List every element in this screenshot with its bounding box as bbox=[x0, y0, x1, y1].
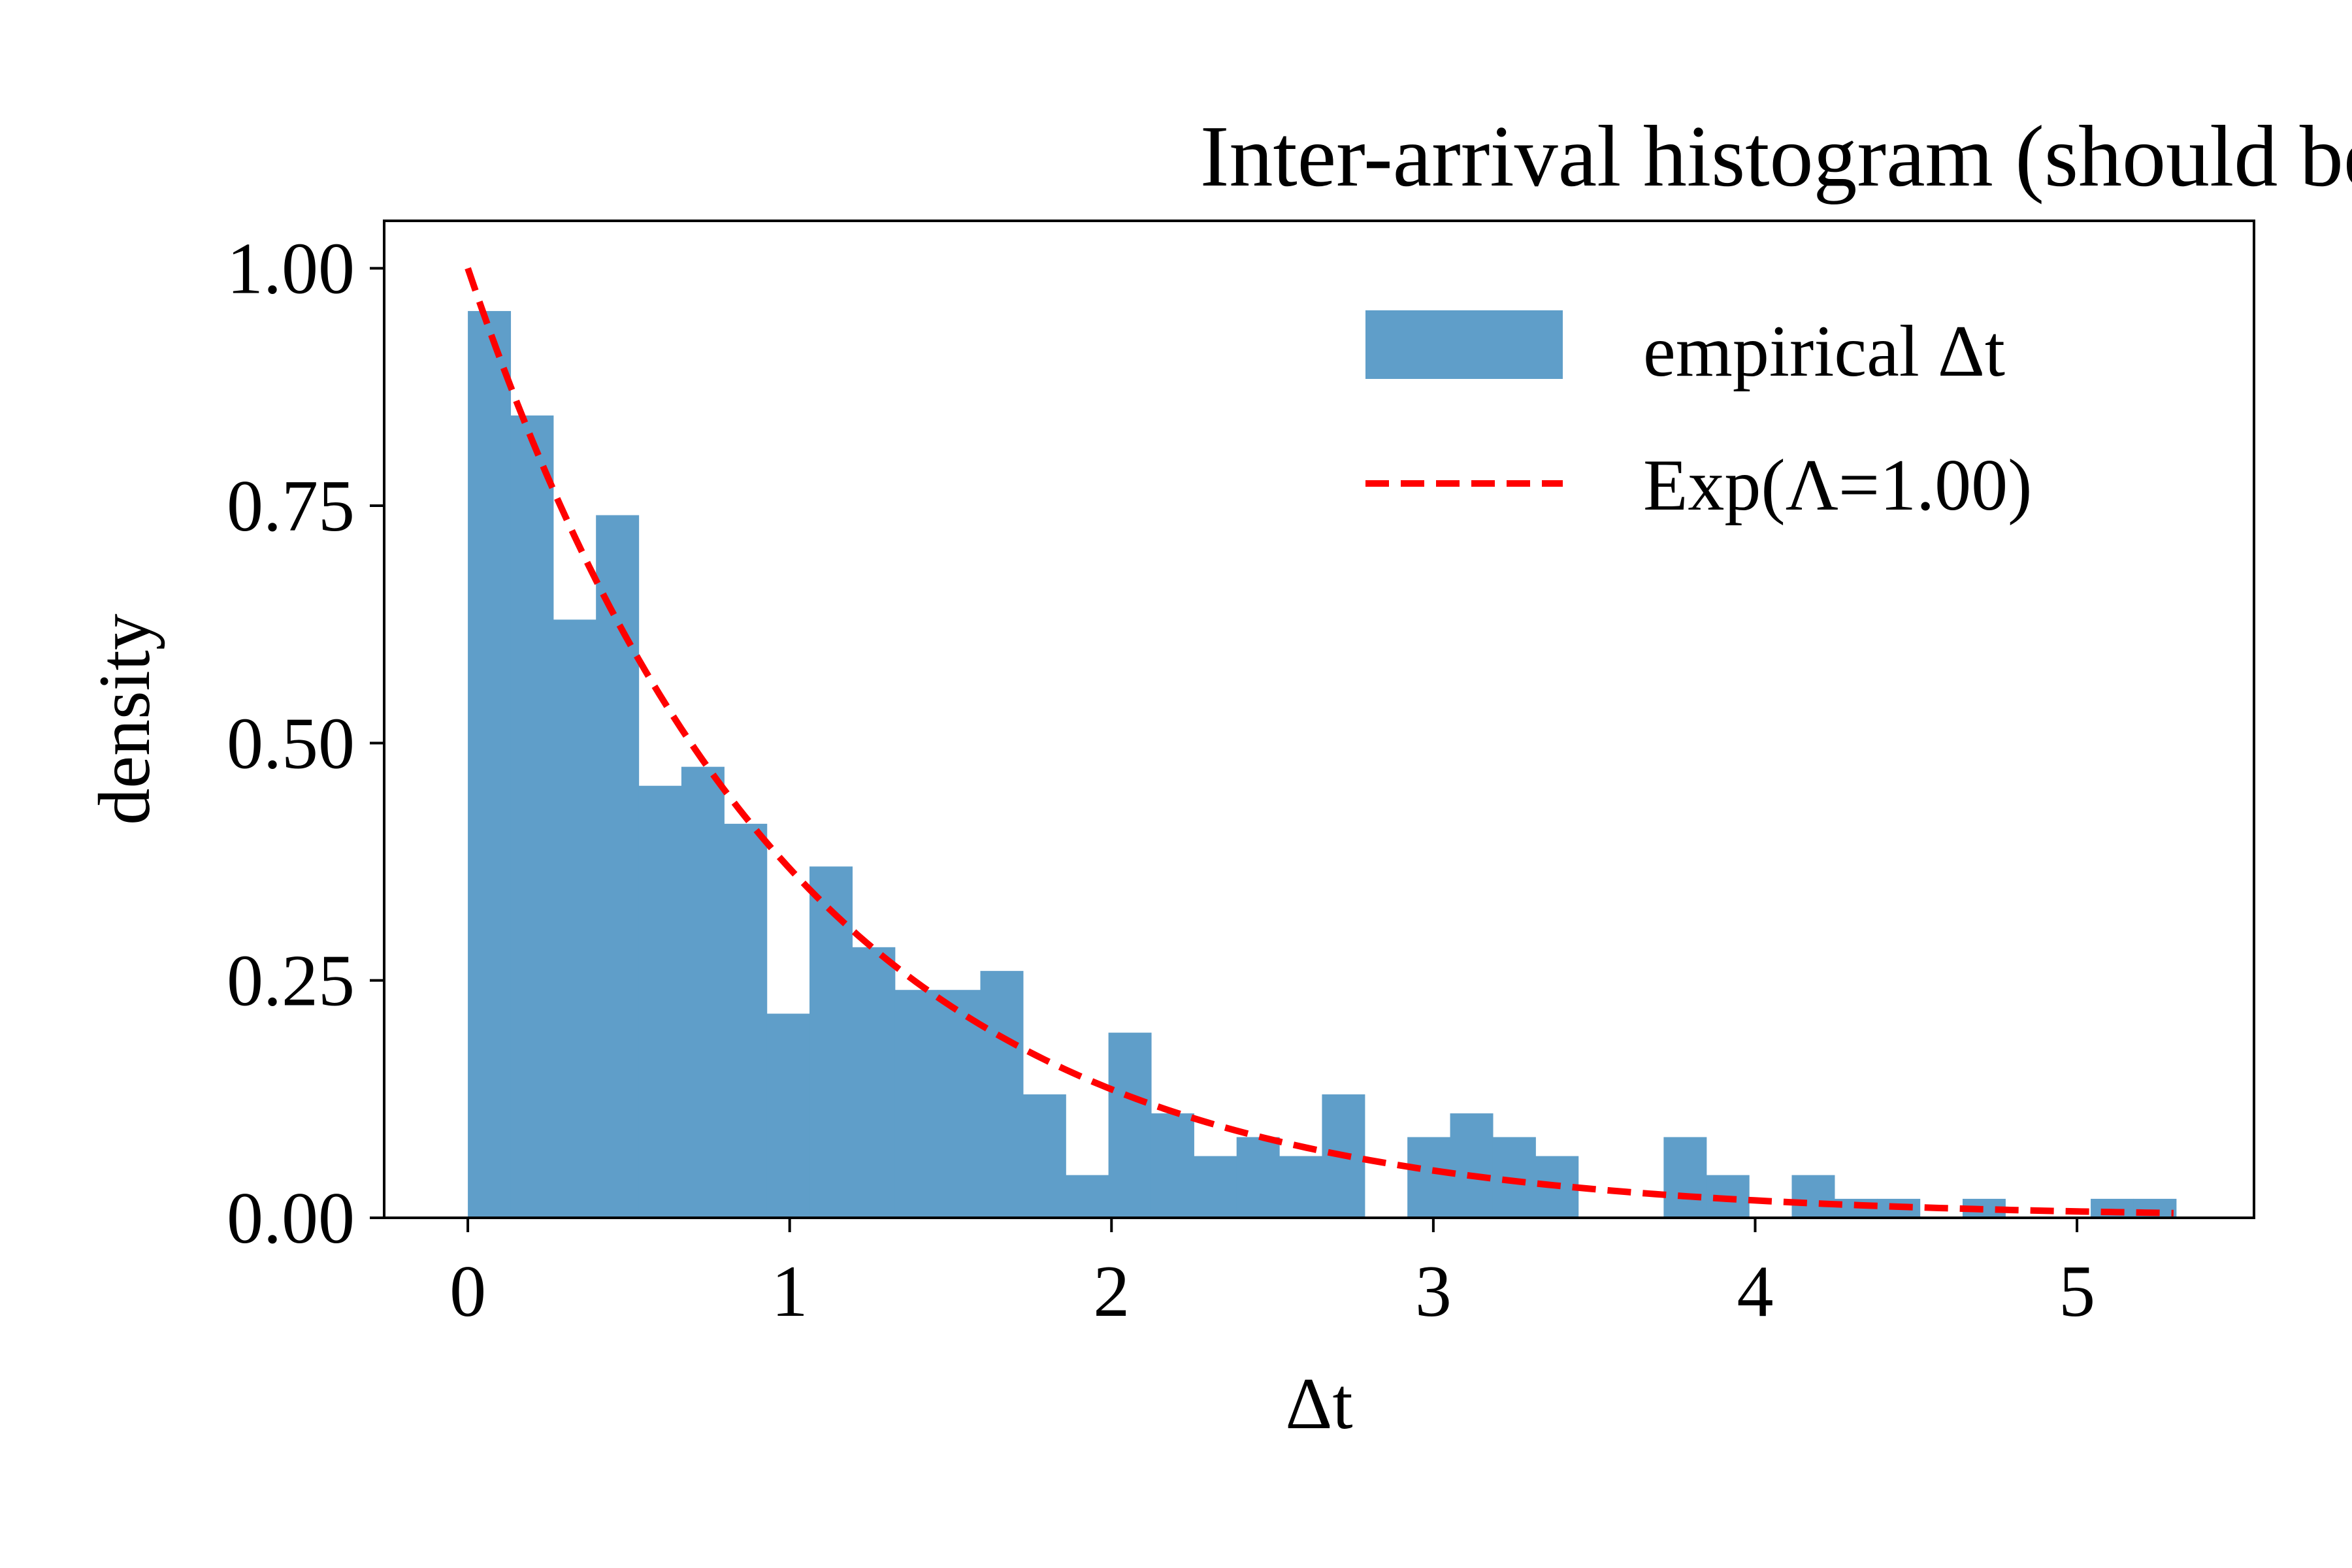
histogram-bar bbox=[1450, 1113, 1494, 1218]
y-axis: 0.00 0.25 0.50 0.75 1.00 bbox=[227, 229, 384, 1259]
plot-frame bbox=[383, 220, 2255, 1219]
histogram-bar bbox=[1066, 1175, 1109, 1218]
histogram-bar bbox=[468, 311, 512, 1218]
x-tick-label: 3 bbox=[1415, 1251, 1452, 1332]
x-tick-label: 0 bbox=[449, 1251, 486, 1332]
histogram-bar bbox=[809, 866, 853, 1218]
y-tick-label: 0.25 bbox=[227, 941, 355, 1022]
histogram-bar bbox=[596, 515, 640, 1218]
y-tick-label: 1.00 bbox=[227, 229, 355, 310]
histogram-bar bbox=[681, 766, 725, 1218]
histogram-bar bbox=[766, 1013, 810, 1218]
histogram-bar bbox=[852, 947, 896, 1218]
histogram-bar bbox=[1108, 1032, 1152, 1218]
legend: empirical Δt Exp(Λ=1.00) bbox=[1365, 310, 2032, 526]
x-tick-label: 4 bbox=[1737, 1251, 1773, 1332]
histogram-bars bbox=[468, 311, 2177, 1218]
x-tick-label: 5 bbox=[2059, 1251, 2095, 1332]
histogram-bar bbox=[1663, 1137, 1707, 1218]
y-axis-label: density bbox=[84, 613, 165, 825]
histogram-bar bbox=[1492, 1137, 1536, 1218]
legend-swatch-histogram bbox=[1365, 310, 1563, 379]
x-tick-label: 2 bbox=[1093, 1251, 1130, 1332]
histogram-bar bbox=[510, 415, 554, 1218]
histogram-bar bbox=[1407, 1137, 1451, 1218]
histogram-bar bbox=[1022, 1094, 1066, 1218]
histogram-bar bbox=[938, 990, 981, 1218]
histogram-bar bbox=[1791, 1175, 1835, 1218]
histogram-bar bbox=[638, 785, 682, 1218]
chart-title: Inter-arrival histogram (should be ~Exp(… bbox=[1200, 108, 2352, 204]
histogram-bar bbox=[1151, 1113, 1194, 1218]
histogram-bar bbox=[894, 990, 938, 1218]
histogram-bar bbox=[1279, 1156, 1323, 1218]
x-axis: 0 1 2 3 4 5 bbox=[449, 1218, 2095, 1332]
x-tick-label: 1 bbox=[772, 1251, 808, 1332]
histogram-bar bbox=[553, 619, 596, 1218]
legend-label-histogram: empirical Δt bbox=[1643, 311, 2005, 392]
legend-label-curve: Exp(Λ=1.00) bbox=[1643, 445, 2032, 526]
y-tick-label: 0.50 bbox=[227, 703, 355, 784]
histogram-bar bbox=[1236, 1137, 1280, 1218]
histogram-bar bbox=[980, 971, 1024, 1218]
histogram-bar bbox=[1194, 1156, 1237, 1218]
y-tick-label: 0.00 bbox=[227, 1178, 355, 1259]
y-tick-label: 0.75 bbox=[227, 466, 355, 547]
x-axis-label: Δt bbox=[1285, 1364, 1352, 1445]
histogram-bar bbox=[724, 823, 768, 1218]
